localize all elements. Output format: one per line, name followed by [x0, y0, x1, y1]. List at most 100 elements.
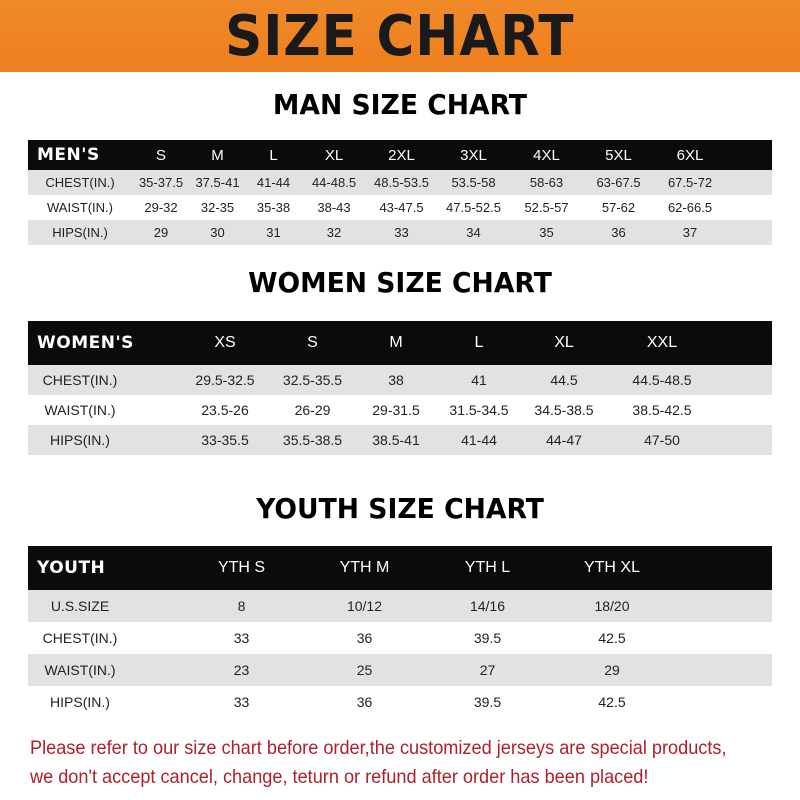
table-cell: 32.5-35.5 — [282, 372, 343, 388]
table-row: WAIST(IN.) 29-32 32-35 35-38 38-43 43-47.5 47.… — [28, 195, 772, 220]
table-cell: 57-62 — [601, 200, 636, 215]
table-cell: 29-32 — [144, 200, 178, 215]
table-cell: 29-31.5 — [372, 402, 420, 418]
row-label: WAIST(IN.) — [44, 402, 116, 418]
row-label: CHEST(IN.) — [45, 175, 115, 190]
table-cell: 18/20 — [594, 598, 630, 614]
men-size-table: MEN'S S M L XL 2XL 3XL 4XL 5XL 6XL CHEST(IN.) 35-37… — [28, 140, 772, 245]
table-cell: 30 — [210, 225, 225, 240]
men-section-title: MAN SIZE CHART — [272, 88, 528, 121]
table-cell: 41-44 — [461, 432, 497, 448]
table-cell: 31 — [266, 225, 281, 240]
table-cell: 47.5-52.5 — [446, 200, 501, 215]
table-cell: 23 — [233, 662, 250, 678]
size-column-header: XL — [554, 334, 574, 351]
table-cell: 53.5-58 — [451, 175, 496, 190]
table-cell: 27 — [479, 662, 496, 678]
women-section-title: WOMEN SIZE CHART — [248, 266, 552, 299]
table-cell: 23.5-26 — [201, 402, 249, 418]
table-cell: 8 — [237, 598, 246, 614]
row-label: HIPS(IN.) — [50, 432, 110, 448]
table-cell: 34 — [466, 225, 481, 240]
table-cell: 37 — [682, 225, 698, 240]
header-row: YOUTH YTH S YTH M YTH L YTH XL — [28, 546, 772, 590]
row-label: CHEST(IN.) — [42, 630, 118, 646]
size-column-header: 6XL — [676, 146, 704, 164]
table-cell: 37.5-41 — [195, 175, 240, 190]
title-banner: SIZE CHART — [0, 0, 800, 72]
table-cell: 42.5 — [598, 630, 626, 646]
table-corner-label: MEN'S — [37, 145, 100, 165]
table-cell: 39.5 — [473, 694, 502, 710]
table-cell: 41-44 — [256, 175, 291, 190]
size-column-header: YTH L — [464, 559, 511, 576]
table-cell: 44-47 — [546, 432, 582, 448]
table-cell: 33 — [394, 225, 409, 240]
size-column-header: YTH M — [339, 559, 390, 576]
size-column-header: YTH XL — [583, 559, 640, 576]
header-row: WOMEN'S XS S M L XL XXL — [28, 321, 772, 365]
table-cell: 52.5-57 — [524, 200, 569, 215]
order-notice: Please refer to our size chart before or… — [30, 734, 737, 792]
table-cell: 39.5 — [473, 630, 502, 646]
table-row: HIPS(IN.) 29 30 31 32 33 34 35 36 37 — [28, 220, 772, 245]
youth-section-title: YOUTH SIZE CHART — [256, 492, 544, 525]
table-cell: 38-43 — [317, 200, 351, 215]
table-cell: 35.5-38.5 — [282, 432, 343, 448]
table-row: HIPS(IN.) 33-35.5 35.5-38.5 38.5-41 41-44 44-… — [28, 425, 772, 455]
table-cell: 32 — [326, 225, 342, 240]
table-cell: 33-35.5 — [201, 432, 249, 448]
table-cell: 31.5-34.5 — [449, 402, 509, 418]
size-column-header: XXL — [646, 334, 678, 351]
table-row: CHEST(IN.) 35-37.5 37.5-41 41-44 44-48.5 48.5… — [28, 170, 772, 195]
row-label: WAIST(IN.) — [44, 662, 116, 678]
table-cell: 43-47.5 — [379, 200, 424, 215]
row-label: HIPS(IN.) — [52, 225, 108, 240]
table-cell: 26-29 — [294, 402, 331, 418]
table-corner-label: WOMEN'S — [37, 333, 134, 353]
size-column-header: S — [307, 334, 318, 351]
table-row: HIPS(IN.) 33 36 39.5 42.5 — [28, 686, 772, 718]
table-cell: 29 — [153, 225, 169, 240]
table-cell: 35-38 — [256, 200, 291, 215]
row-label: U.S.SIZE — [50, 598, 110, 614]
table-row: CHEST(IN.) 29.5-32.5 32.5-35.5 38 41 44.5 44.5… — [28, 365, 772, 395]
size-column-header: YTH S — [217, 559, 266, 576]
size-column-header: L — [269, 146, 278, 164]
table-cell: 38 — [388, 372, 404, 388]
table-cell: 58-63 — [529, 175, 564, 190]
row-label: CHEST(IN.) — [42, 372, 118, 388]
table-cell: 62-66.5 — [667, 200, 713, 215]
table-cell: 38.5-41 — [372, 432, 420, 448]
notice-line: we don't accept cancel, change, teturn o… — [30, 766, 649, 788]
table-cell: 14/16 — [469, 598, 506, 614]
size-column-header: M — [389, 334, 403, 351]
row-label: WAIST(IN.) — [47, 200, 113, 215]
table-cell: 38.5-42.5 — [632, 402, 692, 418]
page-title: SIZE CHART — [225, 3, 575, 69]
table-cell: 36 — [356, 694, 373, 710]
size-column-header: L — [474, 334, 484, 351]
table-cell: 44.5-48.5 — [632, 372, 692, 388]
table-cell: 29.5-32.5 — [195, 372, 255, 388]
table-cell: 42.5 — [598, 694, 626, 710]
size-column-header: XS — [214, 334, 236, 351]
size-column-header: 2XL — [388, 146, 415, 164]
table-cell: 32-35 — [200, 200, 235, 215]
table-cell: 44.5 — [550, 372, 578, 388]
table-cell: 36 — [611, 225, 626, 240]
table-cell: 36 — [356, 630, 373, 646]
table-row: U.S.SIZE 8 10/12 14/16 18/20 — [28, 590, 772, 622]
table-cell: 44-48.5 — [311, 175, 357, 190]
table-row: WAIST(IN.) 23.5-26 26-29 29-31.5 31.5-34.5 34… — [28, 395, 772, 425]
size-column-header: 3XL — [460, 146, 487, 164]
table-cell: 34.5-38.5 — [534, 402, 594, 418]
table-cell: 10/12 — [346, 598, 383, 614]
header-row: MEN'S S M L XL 2XL 3XL 4XL 5XL 6XL — [28, 140, 772, 170]
table-cell: 29 — [604, 662, 620, 678]
women-size-table: WOMEN'S XS S M L XL XXL CHEST(IN.) 29.5-32.5 32.5… — [28, 321, 772, 455]
table-cell: 35-37.5 — [138, 175, 184, 190]
table-corner-label: YOUTH — [37, 558, 106, 578]
table-cell: 25 — [356, 662, 373, 678]
table-cell: 41 — [471, 372, 487, 388]
